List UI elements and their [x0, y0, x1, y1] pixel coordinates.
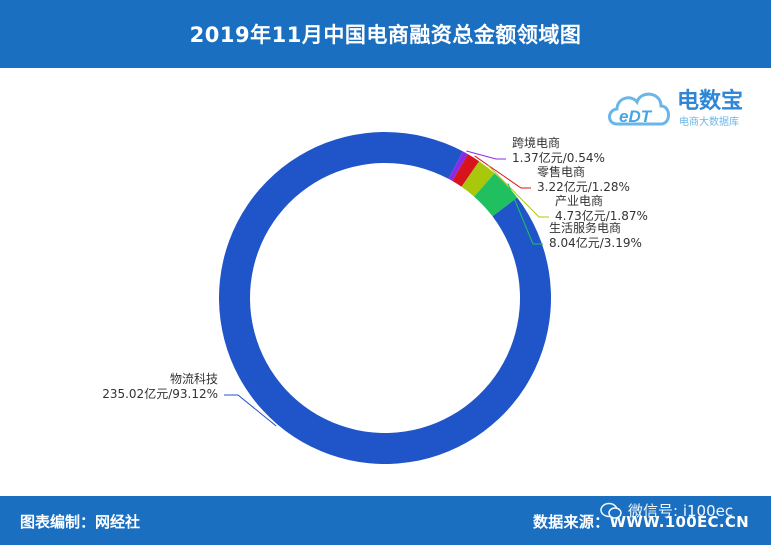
- wechat-text: 微信号: i100ec: [628, 502, 734, 520]
- slice-value-label: 8.04亿元/3.19%: [549, 235, 642, 250]
- logo-badge: eDT: [619, 107, 653, 126]
- title-bar: 2019年11月中国电商融资总金额领域图: [0, 0, 771, 68]
- slice-value-label: 235.02亿元/93.12%: [102, 386, 218, 401]
- source: 数据来源：WWW.100EC.CN: [533, 511, 749, 532]
- cloud-icon: [608, 92, 670, 126]
- wechat-icon: [600, 502, 622, 519]
- footer: 图表编制：网经社 数据来源：WWW.100EC.CN: [0, 496, 771, 545]
- logo: eDT 电数宝 电商大数据库: [605, 78, 765, 136]
- leader-line: [466, 150, 506, 160]
- slice-cross-border: [448, 151, 468, 182]
- slice-category-label: 跨境电商: [512, 135, 560, 150]
- slice-category-label: 物流科技: [170, 372, 218, 386]
- leader-line: [487, 165, 549, 218]
- slice-category-label: 产业电商: [555, 193, 603, 208]
- source-value: WWW.100EC.CN: [609, 513, 749, 531]
- source-label: 数据来源：: [532, 513, 610, 531]
- credit-value: 网经社: [95, 513, 141, 531]
- wechat-watermark: 微信号: i100ec: [600, 500, 733, 521]
- leader-line: [507, 183, 543, 245]
- chart-title: 2019年11月中国电商融资总金额领域图: [189, 23, 582, 47]
- slice-value-label: 3.22亿元/1.28%: [537, 179, 630, 194]
- leader-line: [224, 394, 277, 427]
- slice-value-label: 1.37亿元/0.54%: [512, 150, 605, 165]
- slice-category-label: 零售电商: [537, 164, 585, 179]
- slice-value-label: 4.73亿元/1.87%: [555, 208, 648, 223]
- slice-life-service: [474, 173, 518, 217]
- credit-label: 图表编制：: [20, 513, 96, 531]
- logo-text: 电数宝: [677, 88, 743, 114]
- slice-category-label: 生活服务电商: [549, 220, 621, 235]
- slice-retail: [452, 154, 480, 187]
- logo-subtext: 电商大数据库: [679, 115, 739, 128]
- slice-industrial: [461, 161, 495, 197]
- leader-line: [474, 155, 531, 189]
- credit: 图表编制：网经社: [20, 511, 140, 532]
